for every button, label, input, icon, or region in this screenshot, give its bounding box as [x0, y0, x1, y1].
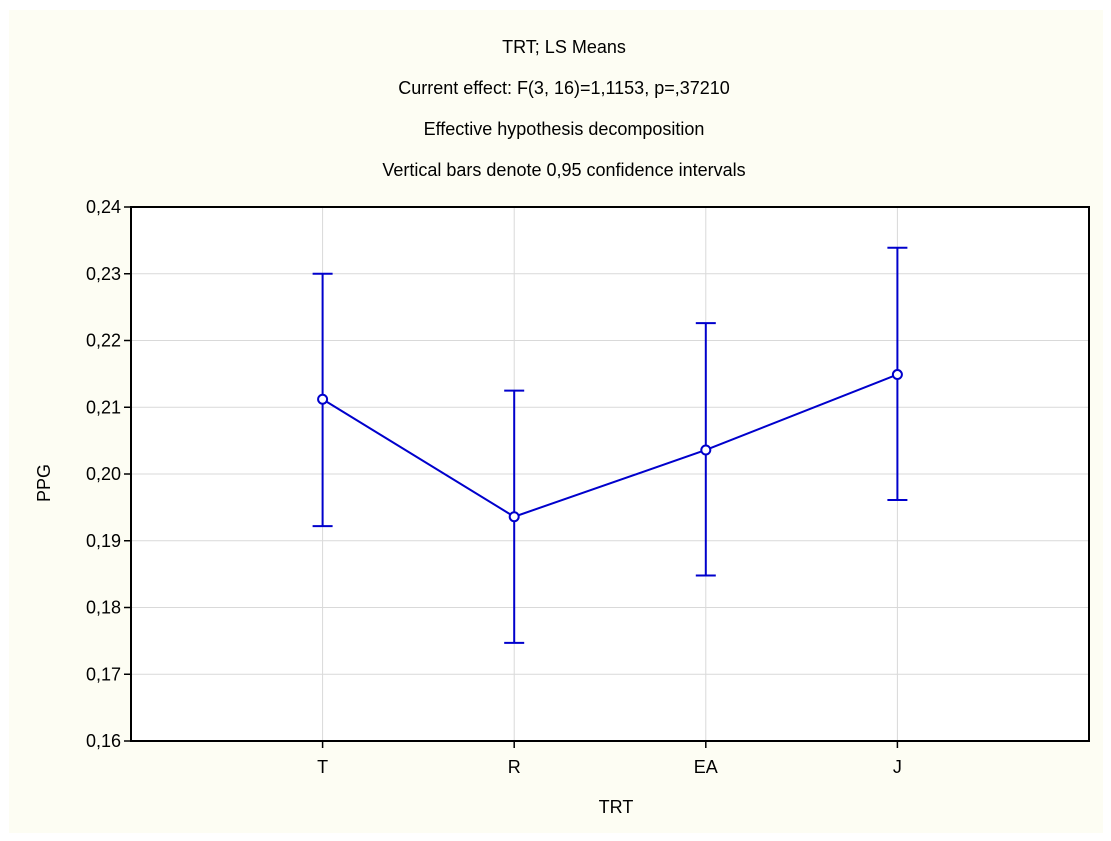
y-tick-label: 0,22	[86, 331, 121, 351]
plot-area: 0,16 0,17 0,18 0,19 0,20 0,21 0,22 0,23 0,24 T R E…	[86, 197, 1090, 777]
y-tick-label: 0,20	[86, 464, 121, 484]
y-tick-label: 0,24	[86, 197, 121, 217]
chart-title-line-3: Effective hypothesis decomposition	[424, 119, 705, 139]
x-axis: T R EA J	[317, 741, 902, 777]
data-point	[317, 393, 329, 405]
chart-title-line-4: Vertical bars denote 0,95 confidence int…	[382, 160, 745, 180]
x-axis-label: TRT	[599, 797, 634, 817]
chart-svg: TRT; LS Means Current effect: F(3, 16)=1…	[34, 37, 1090, 817]
y-tick-label: 0,21	[86, 397, 121, 417]
data-point	[891, 369, 903, 381]
y-tick-label: 0,23	[86, 264, 121, 284]
chart-title-line-1: TRT; LS Means	[502, 37, 626, 57]
series-group	[312, 246, 908, 644]
x-tick-label: T	[317, 757, 328, 777]
x-tick-label: J	[893, 757, 902, 777]
x-tick-label: EA	[694, 757, 718, 777]
chart-titles: TRT; LS Means Current effect: F(3, 16)=1…	[382, 37, 745, 180]
chart-figure: TRT; LS Means Current effect: F(3, 16)=1…	[9, 10, 1103, 833]
y-tick-label: 0,16	[86, 731, 121, 751]
y-axis: 0,16 0,17 0,18 0,19 0,20 0,21 0,22 0,23 0,24	[86, 197, 131, 751]
y-tick-label: 0,18	[86, 598, 121, 618]
y-axis-label: PPG	[34, 464, 54, 502]
series-line	[322, 373, 898, 518]
x-tick-label: R	[508, 757, 521, 777]
chart-title-line-2: Current effect: F(3, 16)=1,1153, p=,3721…	[398, 78, 730, 98]
data-point	[508, 511, 520, 523]
data-point	[700, 444, 712, 456]
y-tick-label: 0,19	[86, 531, 121, 551]
y-tick-label: 0,17	[86, 664, 121, 684]
